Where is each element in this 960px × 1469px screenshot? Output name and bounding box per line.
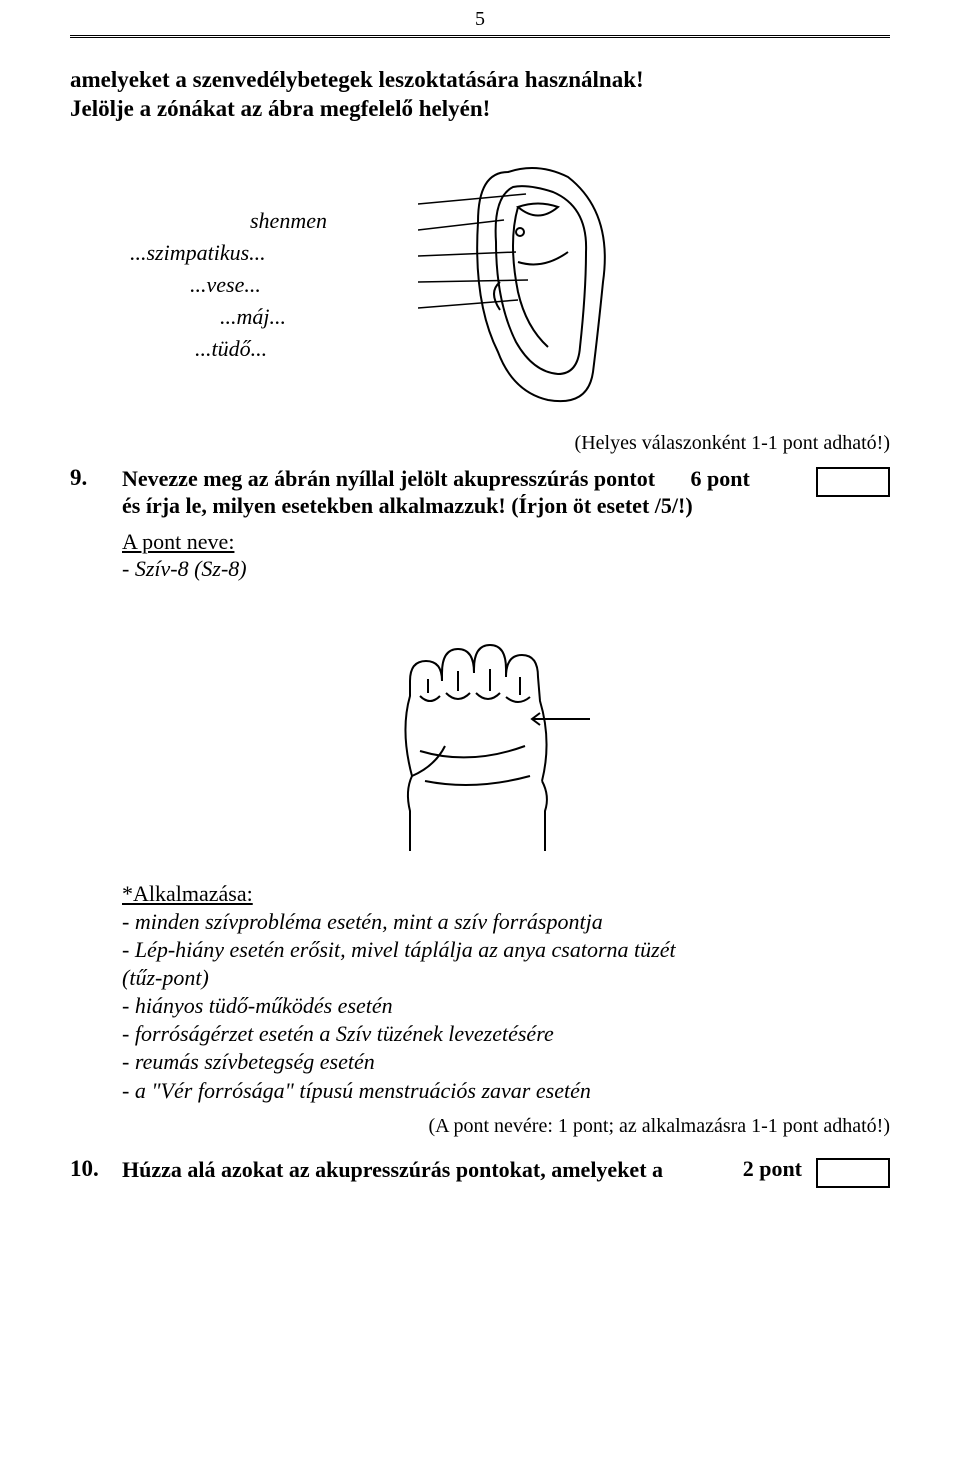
q9-number: 9. [70, 465, 116, 491]
hand-diagram [350, 601, 610, 861]
q9-body: Nevezze meg az ábrán nyíllal jelölt akup… [122, 465, 810, 520]
page-container: 5 amelyeket a szenvedélybetegek leszokta… [0, 0, 960, 1234]
label-tudo: ...tüdő... [70, 336, 410, 362]
intro-line-2: Jelölje a zónákat az ábra megfelelő hely… [70, 96, 490, 121]
ear-diagram-row: shenmen ...szimpatikus... ...vese... ...… [70, 152, 890, 412]
alkalmazasa-label: *Alkalmazása: [122, 881, 253, 906]
alk-item-2: (tűz-pont) [122, 965, 209, 990]
header-rule [70, 35, 890, 38]
alk-item-0: - minden szívprobléma esetén, mint a szí… [122, 909, 603, 934]
alk-item-6: - a "Vér forrósága" típusú menstruációs … [122, 1078, 591, 1103]
hand-diagram-wrap [70, 601, 890, 866]
scoring-note-2: (A pont nevére: 1 pont; az alkalmazásra … [70, 1115, 890, 1138]
q9-answer-block: A pont neve: - Szív-8 (Sz-8) [122, 528, 890, 583]
ear-labels: shenmen ...szimpatikus... ...vese... ...… [70, 202, 410, 362]
q10-text: Húzza alá azokat az akupresszúrás pontok… [122, 1157, 663, 1182]
alk-item-3: - hiányos tüdő-működés esetén [122, 993, 393, 1018]
q9-text-1: Nevezze meg az ábrán nyíllal jelölt akup… [122, 466, 655, 491]
question-9-row: 9. Nevezze meg az ábrán nyíllal jelölt a… [70, 465, 890, 520]
ear-diagram [418, 152, 658, 412]
pont-neve-label: A pont neve: [122, 529, 234, 554]
q10-points: 2 pont [735, 1156, 810, 1182]
q10-number: 10. [70, 1156, 116, 1182]
q10-score-box[interactable] [816, 1158, 890, 1188]
alk-item-5: - reumás szívbetegség esetén [122, 1049, 375, 1074]
scoring-note-1: (Helyes válaszonként 1-1 pont adható!) [70, 432, 890, 455]
q9-points: 6 pont [683, 466, 758, 491]
pont-neve-value: - Szív-8 (Sz-8) [122, 556, 247, 581]
alkalmazasa-block: *Alkalmazása: - minden szívprobléma eset… [122, 880, 890, 1105]
page-number: 5 [70, 0, 890, 35]
label-vese: ...vese... [70, 272, 410, 298]
alk-item-4: - forróságérzet esetén a Szív tüzének le… [122, 1021, 554, 1046]
question-10-row: 10. Húzza alá azokat az akupresszúrás po… [70, 1156, 890, 1188]
alk-item-1: - Lép-hiány esetén erősit, mivel táplálj… [122, 937, 676, 962]
q10-body: Húzza alá azokat az akupresszúrás pontok… [122, 1156, 729, 1184]
q9-text-2: és írja le, milyen esetekben alkalmazzuk… [122, 493, 693, 518]
label-shenmen: shenmen [70, 208, 410, 234]
intro-text: amelyeket a szenvedélybetegek leszoktatá… [70, 66, 790, 124]
intro-line-1: amelyeket a szenvedélybetegek leszoktatá… [70, 67, 644, 92]
q9-score-box[interactable] [816, 467, 890, 497]
label-maj: ...máj... [70, 304, 410, 330]
label-szimpatikus: ...szimpatikus... [70, 240, 410, 266]
